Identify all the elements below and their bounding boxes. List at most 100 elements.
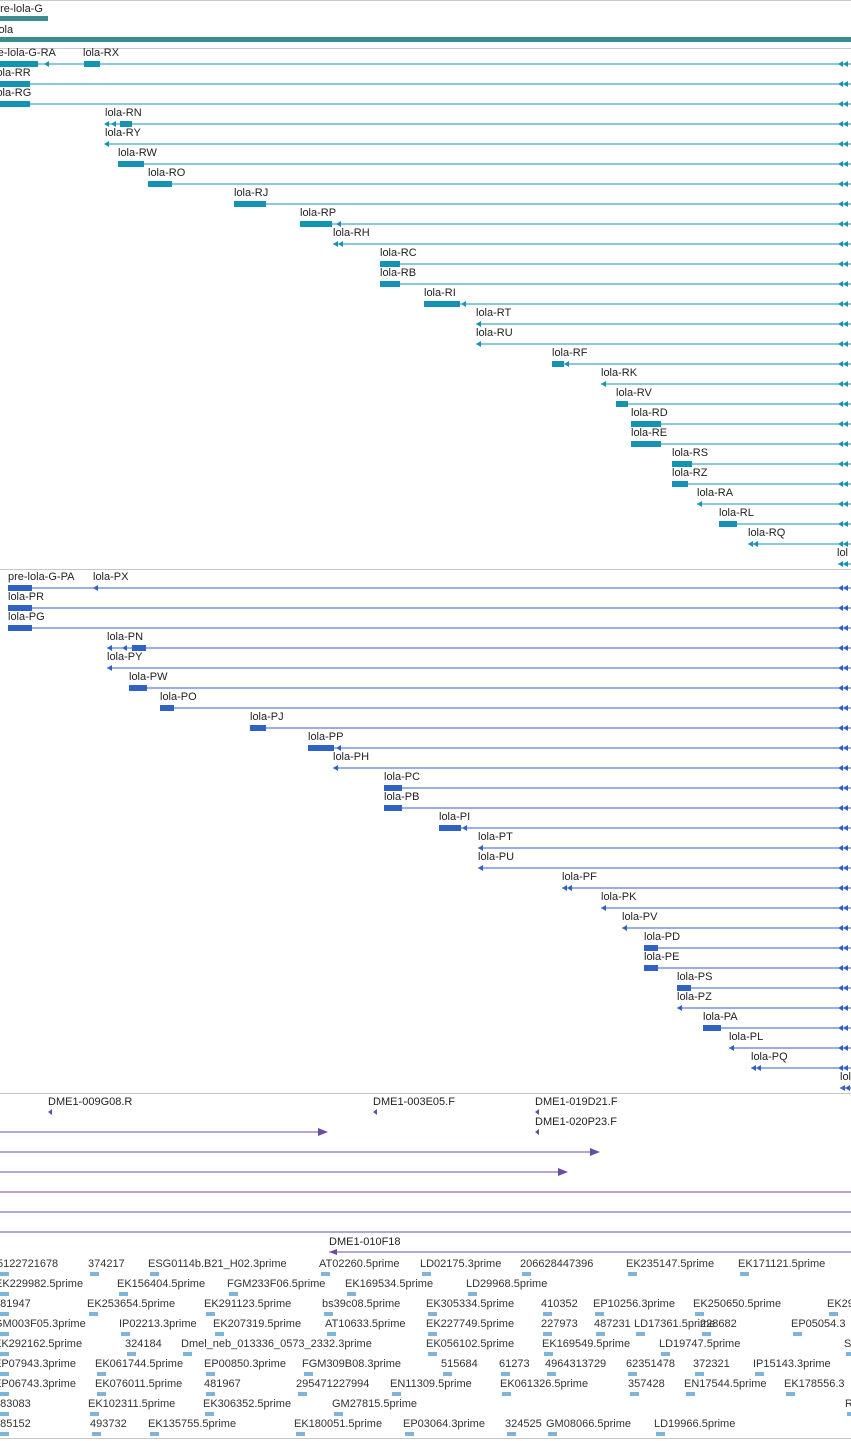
cds-glyph[interactable] bbox=[384, 805, 402, 811]
strand-arrow-icon[interactable] bbox=[838, 441, 843, 447]
strand-arrow-icon[interactable] bbox=[838, 605, 843, 611]
est-glyph[interactable] bbox=[206, 1312, 215, 1316]
strand-arrow-icon[interactable] bbox=[93, 585, 98, 591]
est-label[interactable]: EP06743.3prime bbox=[0, 1378, 76, 1390]
strand-arrow-icon[interactable] bbox=[838, 81, 843, 87]
strand-arrow-icon[interactable] bbox=[843, 845, 848, 851]
strand-arrow-icon[interactable] bbox=[562, 885, 567, 891]
est-glyph[interactable] bbox=[740, 1272, 749, 1276]
strand-arrow-icon[interactable] bbox=[838, 625, 843, 631]
strand-arrow-icon[interactable] bbox=[838, 845, 843, 851]
exon-glyph[interactable] bbox=[380, 281, 400, 287]
protein-label[interactable]: lola-PB bbox=[384, 791, 420, 803]
strand-arrow-icon[interactable] bbox=[838, 341, 843, 347]
strand-arrow-icon[interactable] bbox=[843, 441, 848, 447]
protein-label[interactable]: lola-PC bbox=[384, 771, 421, 783]
strand-arrow-icon[interactable] bbox=[843, 101, 848, 107]
est-label[interactable]: EK291123.5prime bbox=[204, 1298, 292, 1310]
strand-arrow-icon[interactable] bbox=[843, 705, 848, 711]
est-label[interactable]: EK076011.5prime bbox=[95, 1378, 183, 1390]
clone-label[interactable]: DME1-003E05.F bbox=[373, 1096, 455, 1108]
est-label[interactable]: EK253654.5prime bbox=[87, 1298, 176, 1310]
transcript-label[interactable]: lola-RX bbox=[83, 48, 120, 59]
clone-label[interactable]: DME1-009G08.R bbox=[48, 1096, 133, 1108]
est-glyph[interactable] bbox=[0, 1392, 9, 1396]
strand-arrow-icon[interactable] bbox=[843, 561, 848, 567]
est-glyph[interactable] bbox=[0, 1352, 9, 1356]
strand-arrow-icon[interactable] bbox=[838, 301, 843, 307]
transcript-label[interactable]: lola-RO bbox=[148, 167, 186, 179]
strand-arrow-icon[interactable] bbox=[843, 925, 848, 931]
protein-label[interactable]: pre-lola-G-PA bbox=[8, 571, 75, 583]
strand-arrow-icon[interactable] bbox=[843, 945, 848, 951]
strand-arrow-icon[interactable] bbox=[843, 81, 848, 87]
strand-arrow-icon[interactable] bbox=[107, 645, 112, 651]
transcript-label[interactable]: lola-RL bbox=[719, 507, 754, 519]
est-label[interactable]: LD02175.3prime bbox=[420, 1258, 502, 1270]
est-label[interactable]: 227973 bbox=[541, 1318, 578, 1330]
est-glyph[interactable] bbox=[89, 1312, 98, 1316]
strand-arrow-icon[interactable] bbox=[838, 241, 843, 247]
strand-arrow-icon[interactable] bbox=[843, 605, 848, 611]
strand-arrow-icon[interactable] bbox=[104, 121, 109, 127]
strand-arrow-icon[interactable] bbox=[843, 401, 848, 407]
strand-arrow-icon[interactable] bbox=[843, 1065, 848, 1071]
strand-arrow-icon[interactable] bbox=[843, 461, 848, 467]
transcript-label[interactable]: lola-RE bbox=[631, 427, 668, 439]
est-glyph[interactable] bbox=[702, 1332, 711, 1336]
est-glyph[interactable] bbox=[428, 1332, 437, 1336]
strand-arrow-icon[interactable] bbox=[318, 1128, 328, 1136]
est-label[interactable]: EK305334.5prime bbox=[426, 1298, 515, 1310]
strand-arrow-icon[interactable] bbox=[838, 121, 843, 127]
protein-label[interactable]: lol bbox=[840, 1071, 851, 1083]
est-label[interactable]: EK061744.5prime bbox=[95, 1358, 184, 1370]
strand-arrow-icon[interactable] bbox=[838, 201, 843, 207]
strand-arrow-icon[interactable] bbox=[336, 745, 341, 751]
clone-end-icon[interactable] bbox=[373, 1109, 377, 1115]
transcript-label[interactable]: lola-RJ bbox=[234, 187, 269, 199]
transcript-label[interactable]: lola-RV bbox=[616, 387, 652, 399]
strand-arrow-icon[interactable] bbox=[843, 965, 848, 971]
transcript-label[interactable]: pre-lola-G-RA bbox=[0, 48, 56, 59]
est-glyph[interactable] bbox=[321, 1272, 330, 1276]
protein-label[interactable]: lola-PY bbox=[107, 651, 143, 663]
est-glyph[interactable] bbox=[0, 1372, 9, 1376]
est-label[interactable]: 485152 bbox=[0, 1418, 31, 1430]
exon-glyph[interactable] bbox=[719, 521, 737, 527]
strand-arrow-icon[interactable] bbox=[843, 1025, 848, 1031]
gene-glyph[interactable] bbox=[0, 37, 851, 42]
est-label[interactable]: IP15143.3prime bbox=[753, 1358, 831, 1370]
est-glyph[interactable] bbox=[205, 1412, 214, 1416]
est-glyph[interactable] bbox=[90, 1412, 99, 1416]
transcript-label[interactable]: lola-RB bbox=[380, 267, 417, 279]
strand-arrow-icon[interactable] bbox=[843, 321, 848, 327]
strand-arrow-icon[interactable] bbox=[843, 121, 848, 127]
est-label[interactable]: 487231 bbox=[594, 1318, 631, 1330]
est-glyph[interactable] bbox=[661, 1352, 670, 1356]
strand-arrow-icon[interactable] bbox=[729, 1045, 734, 1051]
est-glyph[interactable] bbox=[206, 1392, 215, 1396]
strand-arrow-icon[interactable] bbox=[843, 985, 848, 991]
est-label[interactable]: EK135755.5prime bbox=[148, 1418, 237, 1430]
est-glyph[interactable] bbox=[595, 1312, 604, 1316]
strand-arrow-icon[interactable] bbox=[601, 381, 606, 387]
est-glyph[interactable] bbox=[793, 1332, 802, 1336]
protein-label[interactable]: lola-PP bbox=[308, 731, 344, 743]
strand-arrow-icon[interactable] bbox=[44, 61, 49, 67]
strand-arrow-icon[interactable] bbox=[843, 281, 848, 287]
strand-arrow-icon[interactable] bbox=[333, 765, 338, 771]
est-glyph[interactable] bbox=[392, 1392, 401, 1396]
strand-arrow-icon[interactable] bbox=[838, 885, 843, 891]
protein-label[interactable]: lola-PK bbox=[601, 891, 637, 903]
strand-arrow-icon[interactable] bbox=[843, 585, 848, 591]
est-label[interactable]: IP02213.3prime bbox=[119, 1318, 197, 1330]
strand-arrow-icon[interactable] bbox=[838, 1045, 843, 1051]
est-label[interactable]: EP00850.3prime bbox=[204, 1358, 286, 1370]
strand-arrow-icon[interactable] bbox=[838, 665, 843, 671]
est-glyph[interactable] bbox=[548, 1432, 557, 1436]
strand-arrow-icon[interactable] bbox=[838, 585, 843, 591]
strand-arrow-icon[interactable] bbox=[753, 541, 758, 547]
clone-end-icon[interactable] bbox=[48, 1109, 52, 1115]
strand-arrow-icon[interactable] bbox=[843, 141, 848, 147]
est-glyph[interactable] bbox=[0, 1412, 9, 1416]
